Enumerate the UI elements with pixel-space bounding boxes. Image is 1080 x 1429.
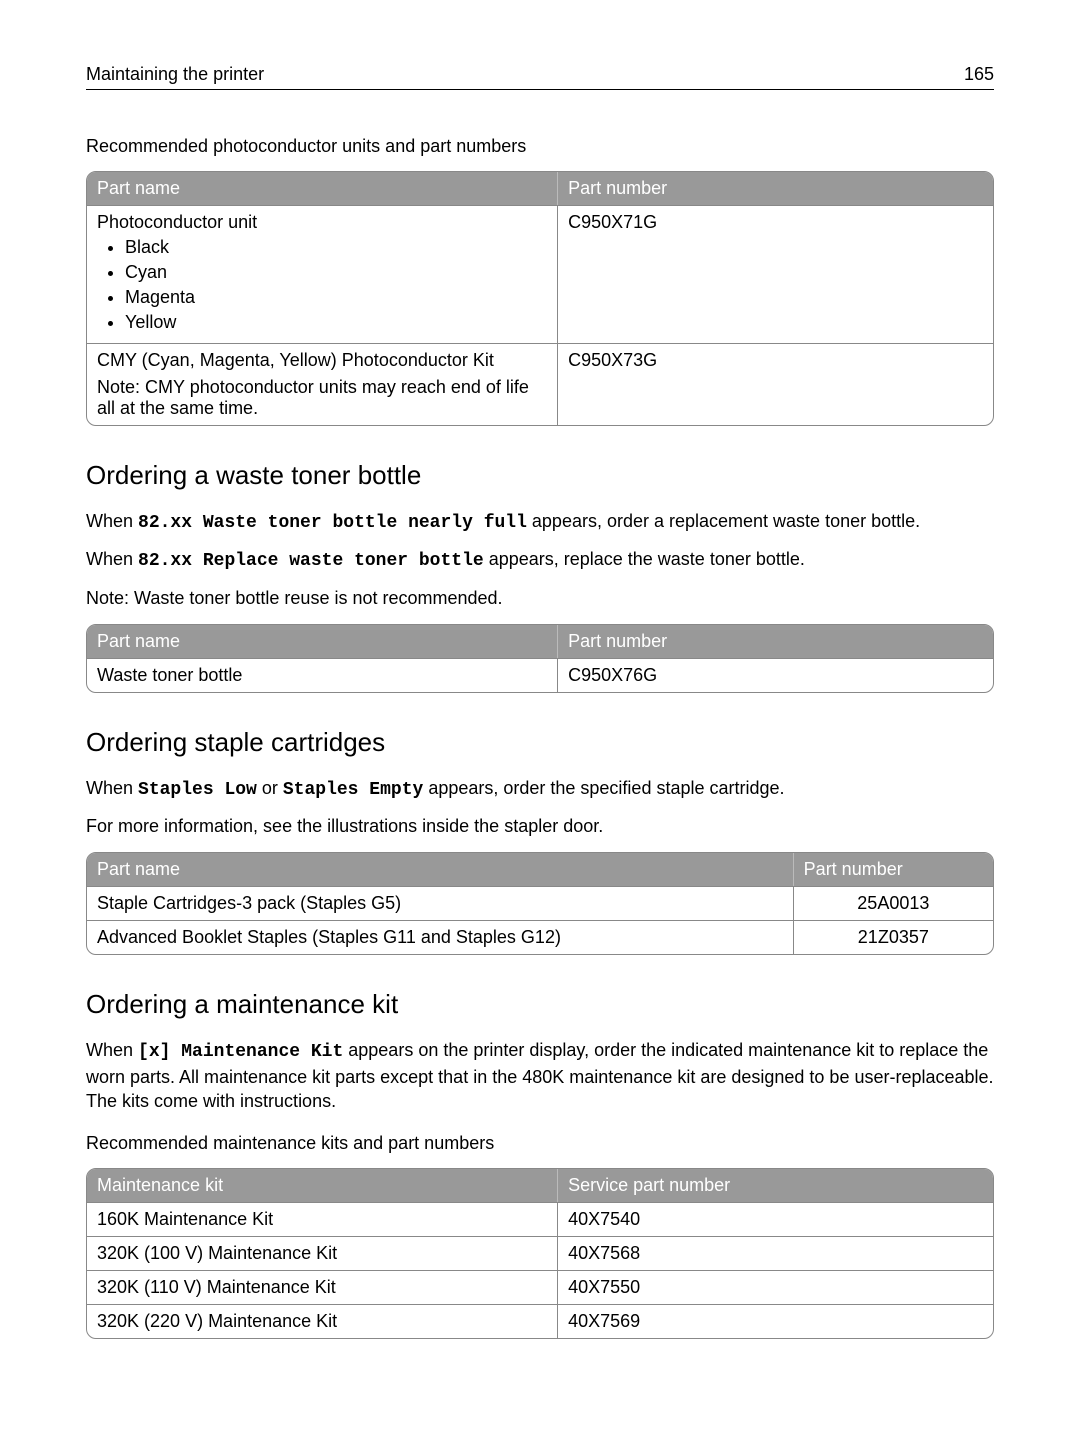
table-row: CMY (Cyan, Magenta, Yellow) Photoconduct… <box>87 343 993 425</box>
table-row: Advanced Booklet Staples (Staples G11 an… <box>87 920 993 954</box>
cell-part-name: Advanced Booklet Staples (Staples G11 an… <box>87 920 794 954</box>
table-header-row: Part name Part number <box>87 172 993 205</box>
list-item: Black <box>125 237 547 258</box>
page-header: Maintaining the printer 165 <box>86 64 994 90</box>
table-header-row: Maintenance kit Service part number <box>87 1169 993 1202</box>
cell-kit-name: 160K Maintenance Kit <box>87 1202 558 1236</box>
code-text: Staples Low <box>138 780 257 800</box>
maintenance-subhead: Recommended maintenance kits and part nu… <box>86 1133 994 1154</box>
text: appears, order a replacement waste toner… <box>527 511 920 531</box>
cell-part-number: 40X7568 <box>558 1236 993 1270</box>
maintenance-heading: Ordering a maintenance kit <box>86 989 994 1020</box>
text: When <box>86 778 138 798</box>
waste-toner-heading: Ordering a waste toner bottle <box>86 460 994 491</box>
maintenance-p1: When [x] Maintenance Kit appears on the … <box>86 1038 994 1113</box>
cell-kit-name: 320K (110 V) Maintenance Kit <box>87 1270 558 1304</box>
cell-kit-name: 320K (220 V) Maintenance Kit <box>87 1304 558 1338</box>
cell-part-name: Photoconductor unit Black Cyan Magenta Y… <box>87 205 558 343</box>
photoconductor-subhead: Recommended photoconductor units and par… <box>86 136 994 157</box>
col-part-number: Part number <box>558 625 993 658</box>
cell-part-number: 21Z0357 <box>794 920 993 954</box>
table-row: 160K Maintenance Kit 40X7540 <box>87 1202 993 1236</box>
table-header-row: Part name Part number <box>87 853 993 886</box>
list-item: Cyan <box>125 262 547 283</box>
table-row: 320K (100 V) Maintenance Kit 40X7568 <box>87 1236 993 1270</box>
waste-p1: When 82.xx Waste toner bottle nearly ful… <box>86 509 994 535</box>
text: or <box>257 778 283 798</box>
maintenance-kit-table: Maintenance kit Service part number 160K… <box>86 1168 994 1339</box>
code-text: 82.xx Waste toner bottle nearly full <box>138 513 527 533</box>
cmy-kit-note: Note: CMY photoconductor units may reach… <box>97 377 547 419</box>
waste-toner-table: Part name Part number Waste toner bottle… <box>86 624 994 693</box>
col-service-part-number: Service part number <box>558 1169 993 1202</box>
cell-part-number: 40X7540 <box>558 1202 993 1236</box>
page: Maintaining the printer 165 Recommended … <box>0 0 1080 1429</box>
cell-part-number: C950X76G <box>558 658 993 692</box>
col-part-name: Part name <box>87 172 558 205</box>
text: When <box>86 1040 138 1060</box>
code-text: [x] Maintenance Kit <box>138 1042 343 1062</box>
col-part-name: Part name <box>87 625 558 658</box>
code-text: Staples Empty <box>283 780 423 800</box>
cell-part-name: Waste toner bottle <box>87 658 558 692</box>
cell-part-name: Staple Cartridges‑3 pack (Staples G5) <box>87 886 794 920</box>
cmy-kit-title: CMY (Cyan, Magenta, Yellow) Photoconduct… <box>97 350 547 371</box>
col-part-number: Part number <box>794 853 993 886</box>
code-text: 82.xx Replace waste toner bottle <box>138 551 484 571</box>
cell-part-number: 40X7569 <box>558 1304 993 1338</box>
text: When <box>86 511 138 531</box>
staple-p2: For more information, see the illustrati… <box>86 814 994 838</box>
staple-p1: When Staples Low or Staples Empty appear… <box>86 776 994 802</box>
cell-part-number: C950X71G <box>558 205 993 343</box>
table-row: Staple Cartridges‑3 pack (Staples G5) 25… <box>87 886 993 920</box>
table-row: Waste toner bottle C950X76G <box>87 658 993 692</box>
page-number: 165 <box>964 64 994 85</box>
text: When <box>86 549 138 569</box>
cell-part-number: 40X7550 <box>558 1270 993 1304</box>
table-row: 320K (220 V) Maintenance Kit 40X7569 <box>87 1304 993 1338</box>
col-part-name: Part name <box>87 853 794 886</box>
photoconductor-table: Part name Part number Photoconductor uni… <box>86 171 994 426</box>
photoconductor-unit-title: Photoconductor unit <box>97 212 257 232</box>
header-left: Maintaining the printer <box>86 64 264 85</box>
table-header-row: Part name Part number <box>87 625 993 658</box>
cell-part-number: C950X73G <box>558 343 993 425</box>
staple-table: Part name Part number Staple Cartridges‑… <box>86 852 994 955</box>
cell-part-name: CMY (Cyan, Magenta, Yellow) Photoconduct… <box>87 343 558 425</box>
waste-p3: Note: Waste toner bottle reuse is not re… <box>86 586 994 610</box>
cell-part-number: 25A0013 <box>794 886 993 920</box>
color-list: Black Cyan Magenta Yellow <box>97 237 547 333</box>
cell-kit-name: 320K (100 V) Maintenance Kit <box>87 1236 558 1270</box>
list-item: Yellow <box>125 312 547 333</box>
list-item: Magenta <box>125 287 547 308</box>
table-row: 320K (110 V) Maintenance Kit 40X7550 <box>87 1270 993 1304</box>
text: appears, replace the waste toner bottle. <box>484 549 805 569</box>
table-row: Photoconductor unit Black Cyan Magenta Y… <box>87 205 993 343</box>
staple-heading: Ordering staple cartridges <box>86 727 994 758</box>
col-maintenance-kit: Maintenance kit <box>87 1169 558 1202</box>
col-part-number: Part number <box>558 172 993 205</box>
waste-p2: When 82.xx Replace waste toner bottle ap… <box>86 547 994 573</box>
text: appears, order the specified staple cart… <box>423 778 784 798</box>
